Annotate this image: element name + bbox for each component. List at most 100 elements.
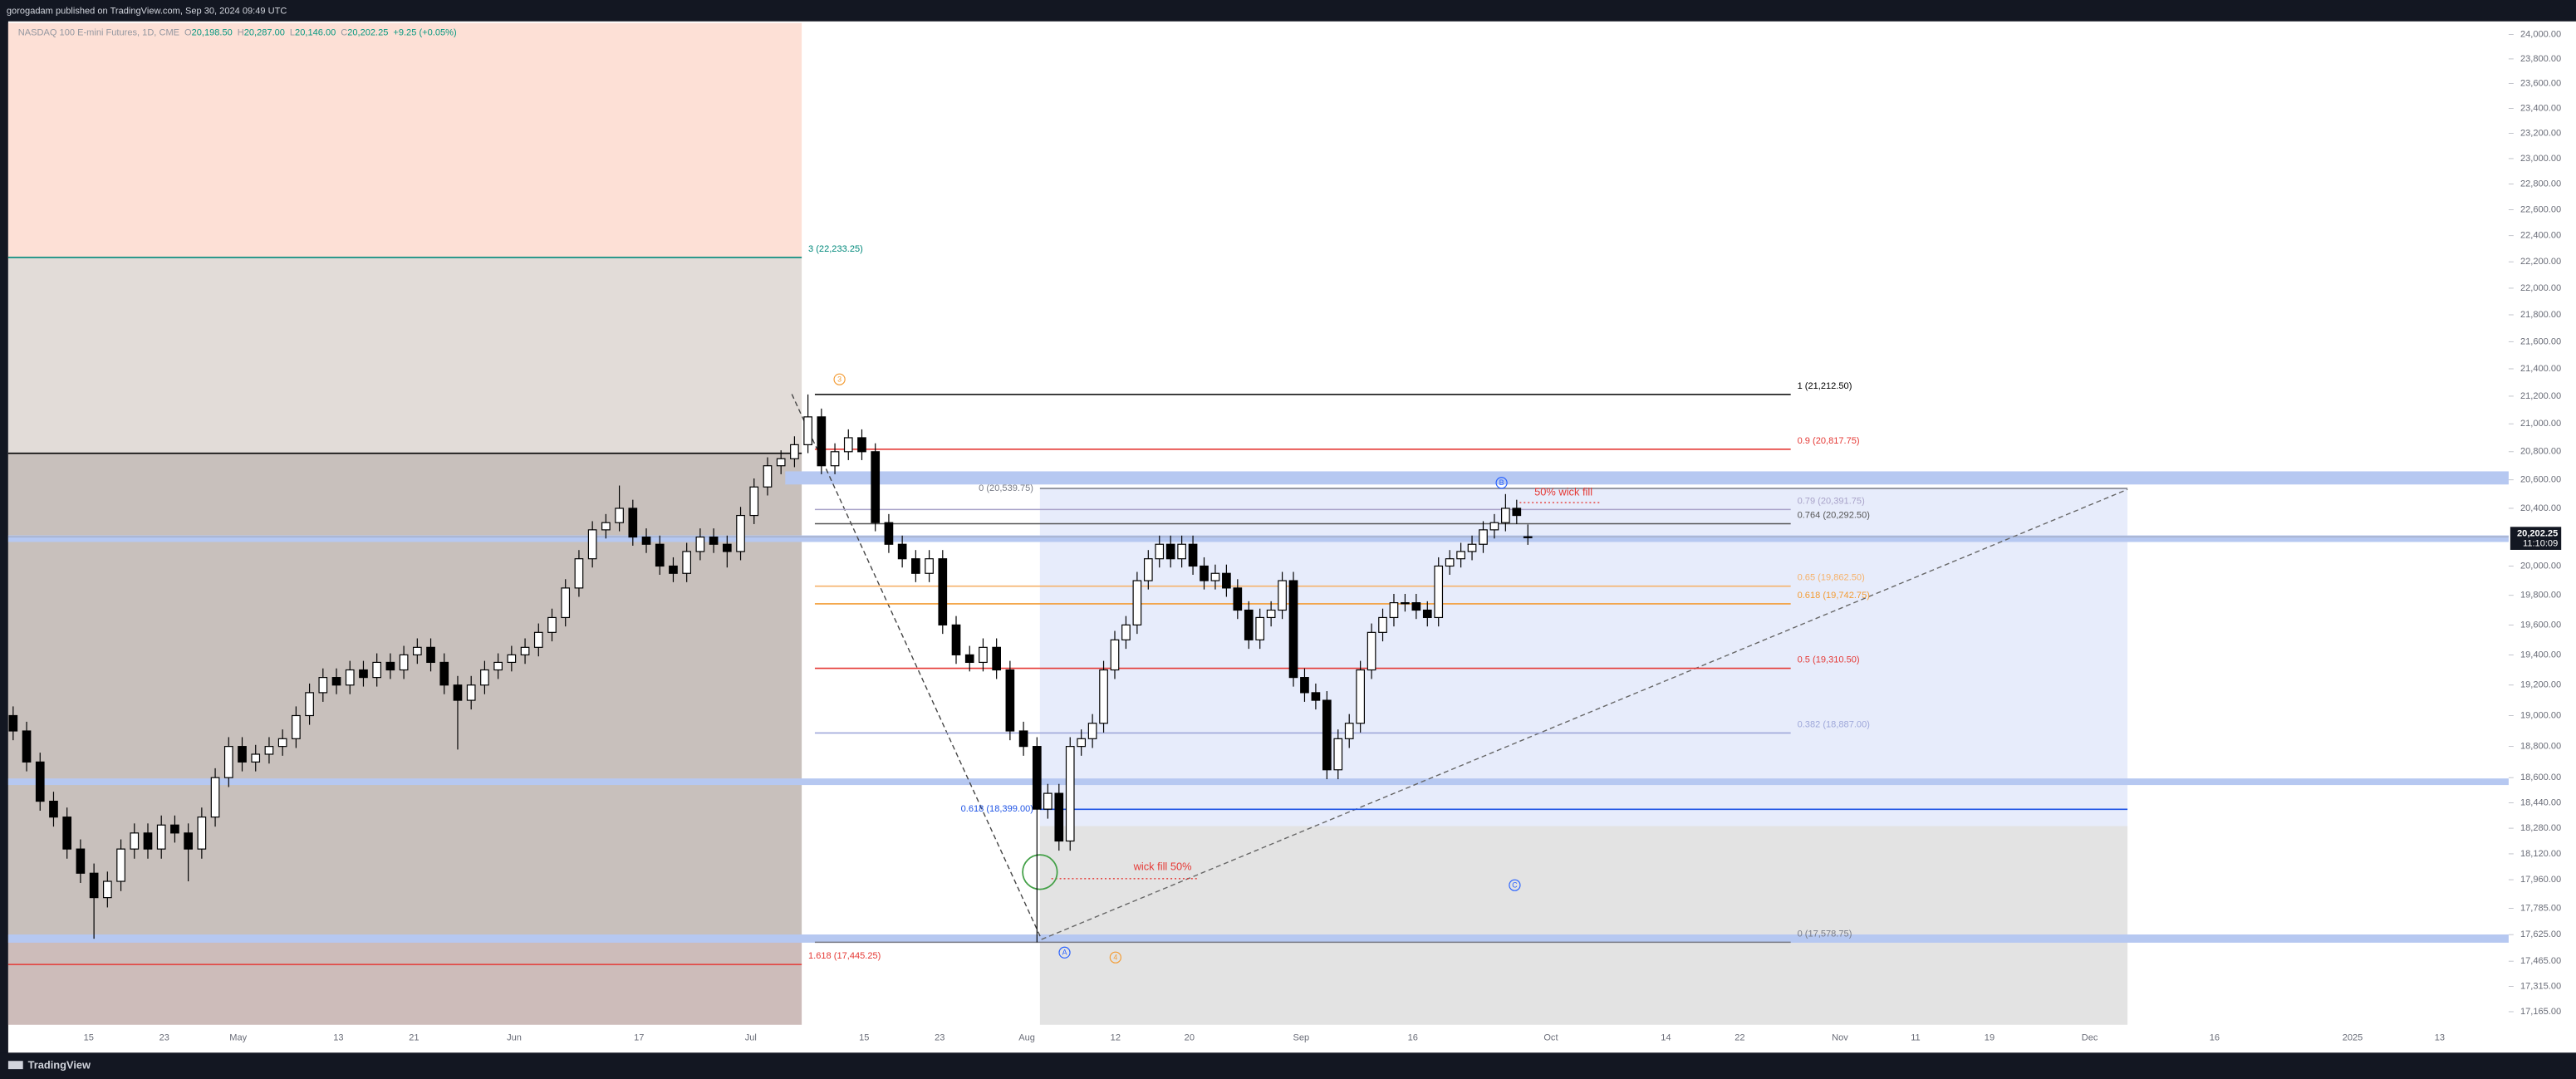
candle-body [1143, 558, 1153, 581]
candle-body [655, 543, 665, 567]
candle-body [223, 746, 233, 778]
candle-body [385, 661, 395, 671]
candle-body [776, 458, 786, 467]
x-tick-label: 2025 [2343, 1032, 2363, 1042]
candle-body [1222, 572, 1231, 589]
candle-body [1255, 616, 1265, 640]
candle-body [1501, 508, 1510, 523]
y-tick-label: 20,800.00 [2520, 447, 2561, 457]
candle-body [1165, 543, 1175, 560]
candle-body [817, 416, 827, 467]
x-tick-label: 20 [1185, 1032, 1195, 1042]
wave-marker [1058, 946, 1071, 959]
y-tick-label: 23,800.00 [2520, 54, 2561, 64]
candle-body [884, 522, 894, 545]
fib-label: 0.618 (18,399.00) [961, 804, 1033, 814]
logo [7, 1061, 23, 1070]
y-tick-label: 23,200.00 [2520, 128, 2561, 138]
y-tick-label: 19,000.00 [2520, 710, 2561, 720]
candle-body [426, 646, 435, 664]
candle-body [574, 558, 584, 589]
x-tick-label: 13 [2435, 1032, 2445, 1042]
x-tick-label: 14 [1661, 1032, 1671, 1042]
candle-body [1244, 609, 1254, 640]
fib-label: 3 (22,233.25) [808, 244, 863, 254]
symbol: NASDAQ 100 E-mini Futures, 1D, CME O20,19… [18, 27, 457, 37]
y-tick-label: 18,120.00 [2520, 849, 2561, 859]
candle-body [359, 669, 368, 679]
candle-body [1434, 565, 1444, 619]
x-tick-label: May [229, 1032, 247, 1042]
candle-body [103, 880, 112, 899]
y-tick-label: 21,200.00 [2520, 391, 2561, 401]
y-tick-label: 21,400.00 [2520, 364, 2561, 374]
brand: TradingView [28, 1059, 91, 1072]
candle-body [533, 631, 543, 648]
x-tick-label: Jul [745, 1032, 757, 1042]
candle-body [49, 800, 58, 818]
ohlc-key: C [341, 27, 347, 37]
candle-body [628, 508, 638, 538]
x-tick-label: Jun [507, 1032, 522, 1042]
y-tick-label: 20,000.00 [2520, 561, 2561, 571]
fib-label: 0.65 (19,862.50) [1798, 573, 1865, 583]
candle-body [857, 437, 866, 453]
ohlc-value: 20,287.00 [244, 27, 285, 37]
y-tick-label: 17,315.00 [2520, 981, 2561, 991]
y-tick-label: 19,800.00 [2520, 591, 2561, 601]
wave-label: B [1499, 478, 1504, 487]
x-tick-label: Sep [1293, 1032, 1309, 1042]
candle-body [238, 746, 247, 763]
candle-body [736, 514, 745, 552]
candle-body [601, 522, 611, 531]
y-tick-label: 17,465.00 [2520, 956, 2561, 966]
y-tick-label: 22,400.00 [2520, 231, 2561, 241]
y-tick-label: 21,800.00 [2520, 310, 2561, 320]
candle-body [1132, 580, 1142, 625]
fib-label: 0.9 (20,817.75) [1798, 436, 1860, 446]
candle-body [964, 654, 974, 664]
candle-body [480, 669, 489, 686]
candle-body [1177, 543, 1186, 560]
ohlc-key: L [290, 27, 295, 37]
candle-body [1200, 565, 1209, 581]
candle-body [911, 558, 920, 574]
y-tick-label: 19,200.00 [2520, 680, 2561, 690]
y-tick-label: 20,400.00 [2520, 503, 2561, 513]
last-price: 20,202.25 [2517, 529, 2558, 539]
y-tick-label: 24,000.00 [2520, 29, 2561, 39]
y-tick-label: 23,000.00 [2520, 154, 2561, 164]
candle-body [1210, 572, 1220, 581]
candle-body [1288, 580, 1298, 679]
x-tick-label: 11 [1911, 1032, 1920, 1042]
y-tick-label: 21,000.00 [2520, 419, 2561, 429]
candle-body [749, 486, 759, 517]
x-tick-label: 15 [84, 1032, 94, 1042]
ohlc-value: 20,202.25 [347, 27, 388, 37]
candle-body [763, 465, 773, 488]
y-tick-label: 17,960.00 [2520, 875, 2561, 885]
candle-body [1077, 738, 1087, 748]
wave-label: 4 [1113, 954, 1117, 962]
wave-marker [1509, 879, 1521, 891]
candle-body [790, 444, 799, 459]
x-tick-label: 23 [159, 1032, 169, 1042]
wave-label: A [1062, 949, 1067, 957]
y-tick-label: 17,785.00 [2520, 903, 2561, 913]
candle-body [318, 677, 328, 694]
candle-body [1099, 669, 1108, 724]
y-tick-label: 22,600.00 [2520, 204, 2561, 214]
y-tick-label: 23,400.00 [2520, 103, 2561, 113]
band [7, 535, 2509, 542]
fib-label: 1 (21,212.50) [1798, 381, 1852, 391]
y-tick-label: 19,400.00 [2520, 650, 2561, 660]
candle-body [116, 848, 125, 882]
candle-body [1266, 609, 1276, 619]
candle-body [669, 565, 678, 574]
candle-body [1087, 723, 1097, 739]
y-tick-label: 17,625.00 [2520, 929, 2561, 939]
zone [7, 453, 802, 939]
zone [1039, 826, 2128, 1025]
candle-body [1121, 624, 1131, 640]
